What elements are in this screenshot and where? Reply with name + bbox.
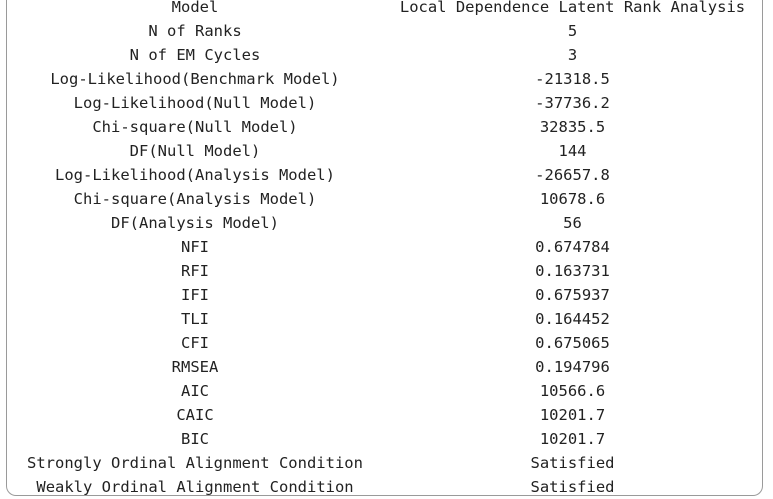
row-label: RMSEA xyxy=(171,358,219,376)
table-row: IFI 0.675937 xyxy=(8,283,763,307)
row-label: Weakly Ordinal Alignment Condition xyxy=(36,478,354,496)
row-label: IFI xyxy=(181,286,209,304)
row-value: 56 xyxy=(563,214,582,232)
fit-index-table: Model Local Dependence Latent Rank Analy… xyxy=(8,0,763,499)
table-row: Weakly Ordinal Alignment Condition Satis… xyxy=(8,475,763,499)
table-row: Chi-square(Null Model) 32835.5 xyxy=(8,115,763,139)
row-label: N of EM Cycles xyxy=(129,46,261,64)
column-header-analysis: Local Dependence Latent Rank Analysis xyxy=(399,0,746,16)
row-label: N of Ranks xyxy=(148,22,242,40)
row-label: BIC xyxy=(181,430,209,448)
row-value: 10566.6 xyxy=(539,382,606,400)
row-value: 0.675937 xyxy=(535,286,610,304)
row-value: -26657.8 xyxy=(535,166,610,184)
table-row: N of EM Cycles 3 xyxy=(8,43,763,67)
row-label: Log-Likelihood(Null Model) xyxy=(73,94,317,112)
table-row: AIC 10566.6 xyxy=(8,379,763,403)
table-row: NFI 0.674784 xyxy=(8,235,763,259)
row-value: 10678.6 xyxy=(539,190,606,208)
row-label: RFI xyxy=(181,262,209,280)
row-value: Satisfied xyxy=(530,478,615,496)
row-label: Log-Likelihood(Benchmark Model) xyxy=(50,70,340,88)
row-label: DF(Analysis Model) xyxy=(111,214,279,232)
row-label: CAIC xyxy=(176,406,214,424)
table-header-row: Model Local Dependence Latent Rank Analy… xyxy=(8,0,763,19)
table-row: TLI 0.164452 xyxy=(8,307,763,331)
row-value: 0.675065 xyxy=(535,334,610,352)
table-row: RMSEA 0.194796 xyxy=(8,355,763,379)
row-value: 3 xyxy=(567,46,578,64)
row-label: NFI xyxy=(181,238,209,256)
row-label: TLI xyxy=(181,310,209,328)
row-value: 0.163731 xyxy=(535,262,610,280)
row-value: 10201.7 xyxy=(539,406,606,424)
column-header-model: Model xyxy=(171,0,219,16)
table-row: Log-Likelihood(Benchmark Model) -21318.5 xyxy=(8,67,763,91)
row-label: AIC xyxy=(181,382,209,400)
row-value: 10201.7 xyxy=(539,430,606,448)
row-value: 0.674784 xyxy=(535,238,610,256)
row-value: 0.164452 xyxy=(535,310,610,328)
table-row: CAIC 10201.7 xyxy=(8,403,763,427)
table-row: Log-Likelihood(Null Model) -37736.2 xyxy=(8,91,763,115)
table-row: DF(Analysis Model) 56 xyxy=(8,211,763,235)
row-value: 5 xyxy=(567,22,578,40)
row-value: 0.194796 xyxy=(535,358,610,376)
table-row: Chi-square(Analysis Model) 10678.6 xyxy=(8,187,763,211)
table-row: Strongly Ordinal Alignment Condition Sat… xyxy=(8,451,763,475)
row-label: CFI xyxy=(181,334,209,352)
table-row: RFI 0.163731 xyxy=(8,259,763,283)
row-label: Log-Likelihood(Analysis Model) xyxy=(55,166,335,184)
table-row: DF(Null Model) 144 xyxy=(8,139,763,163)
row-label: Chi-square(Null Model) xyxy=(92,118,298,136)
row-value: 32835.5 xyxy=(539,118,606,136)
table-row: Log-Likelihood(Analysis Model) -26657.8 xyxy=(8,163,763,187)
row-label: DF(Null Model) xyxy=(129,142,261,160)
row-value: -37736.2 xyxy=(535,94,610,112)
table-row: BIC 10201.7 xyxy=(8,427,763,451)
table-row: N of Ranks 5 xyxy=(8,19,763,43)
row-value: Satisfied xyxy=(530,454,615,472)
row-value: -21318.5 xyxy=(535,70,610,88)
row-label: Strongly Ordinal Alignment Condition xyxy=(27,454,363,472)
row-label: Chi-square(Analysis Model) xyxy=(73,190,317,208)
table-frame xyxy=(6,0,763,496)
row-value: 144 xyxy=(558,142,587,160)
table-row: CFI 0.675065 xyxy=(8,331,763,355)
